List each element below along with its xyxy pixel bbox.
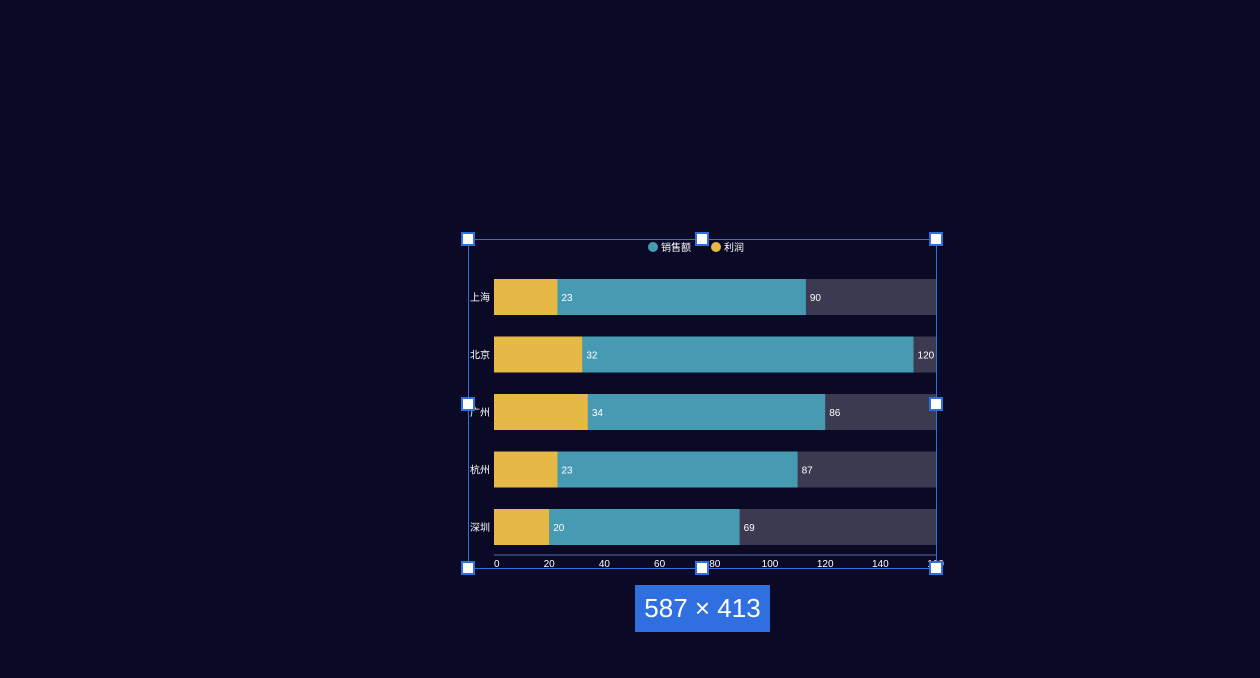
resize-handle-middle-right[interactable] (929, 397, 943, 411)
category-label: 广州 (470, 407, 490, 419)
resize-handle-top-right[interactable] (929, 232, 943, 246)
data-label-sales: 90 (810, 293, 822, 304)
bar-profit[interactable] (494, 279, 558, 315)
data-label-profit: 32 (586, 351, 598, 362)
data-label-profit: 34 (592, 408, 604, 419)
bar-sales[interactable] (557, 451, 798, 488)
x-tick-label: 120 (817, 559, 834, 570)
data-label-sales: 87 (802, 466, 814, 477)
resize-handle-bottom-center[interactable] (695, 561, 709, 575)
bar-profit[interactable] (494, 509, 550, 545)
bar-profit[interactable] (494, 336, 583, 373)
category-label: 杭州 (470, 464, 490, 477)
data-label-sales: 86 (829, 408, 841, 419)
resize-handle-bottom-left[interactable] (461, 561, 475, 575)
resize-handle-top-left[interactable] (461, 232, 475, 246)
bar-sales[interactable] (582, 336, 914, 373)
x-tick-label: 60 (654, 559, 666, 570)
data-label-profit: 23 (561, 466, 573, 477)
category-label: 深圳 (470, 522, 490, 534)
bar-sales[interactable] (587, 394, 826, 430)
x-tick-label: 80 (709, 559, 721, 570)
x-tick-label: 140 (872, 559, 889, 570)
legend-label[interactable]: 销售额 (661, 241, 691, 254)
bar-sales[interactable] (557, 279, 806, 315)
data-label-profit: 20 (553, 523, 565, 534)
bar-profit[interactable] (494, 394, 588, 430)
resize-handle-middle-left[interactable] (461, 397, 475, 411)
x-tick-label: 0 (494, 559, 500, 570)
legend-label[interactable]: 利润 (724, 241, 744, 254)
legend-marker[interactable] (711, 242, 721, 252)
data-label-sales: 120 (918, 351, 935, 362)
size-badge: 587 × 413 (635, 585, 770, 632)
resize-handle-bottom-right[interactable] (929, 561, 943, 575)
x-tick-label: 40 (599, 559, 611, 570)
data-label-sales: 69 (744, 523, 756, 534)
bar-sales[interactable] (549, 509, 740, 545)
x-tick-label: 100 (762, 559, 779, 570)
resize-handle-top-center[interactable] (695, 232, 709, 246)
legend-marker[interactable] (648, 242, 658, 252)
category-label: 上海 (470, 291, 490, 304)
bar-profit[interactable] (494, 451, 558, 488)
x-tick-label: 20 (544, 559, 556, 570)
category-label: 北京 (470, 349, 490, 362)
data-label-profit: 23 (561, 293, 573, 304)
